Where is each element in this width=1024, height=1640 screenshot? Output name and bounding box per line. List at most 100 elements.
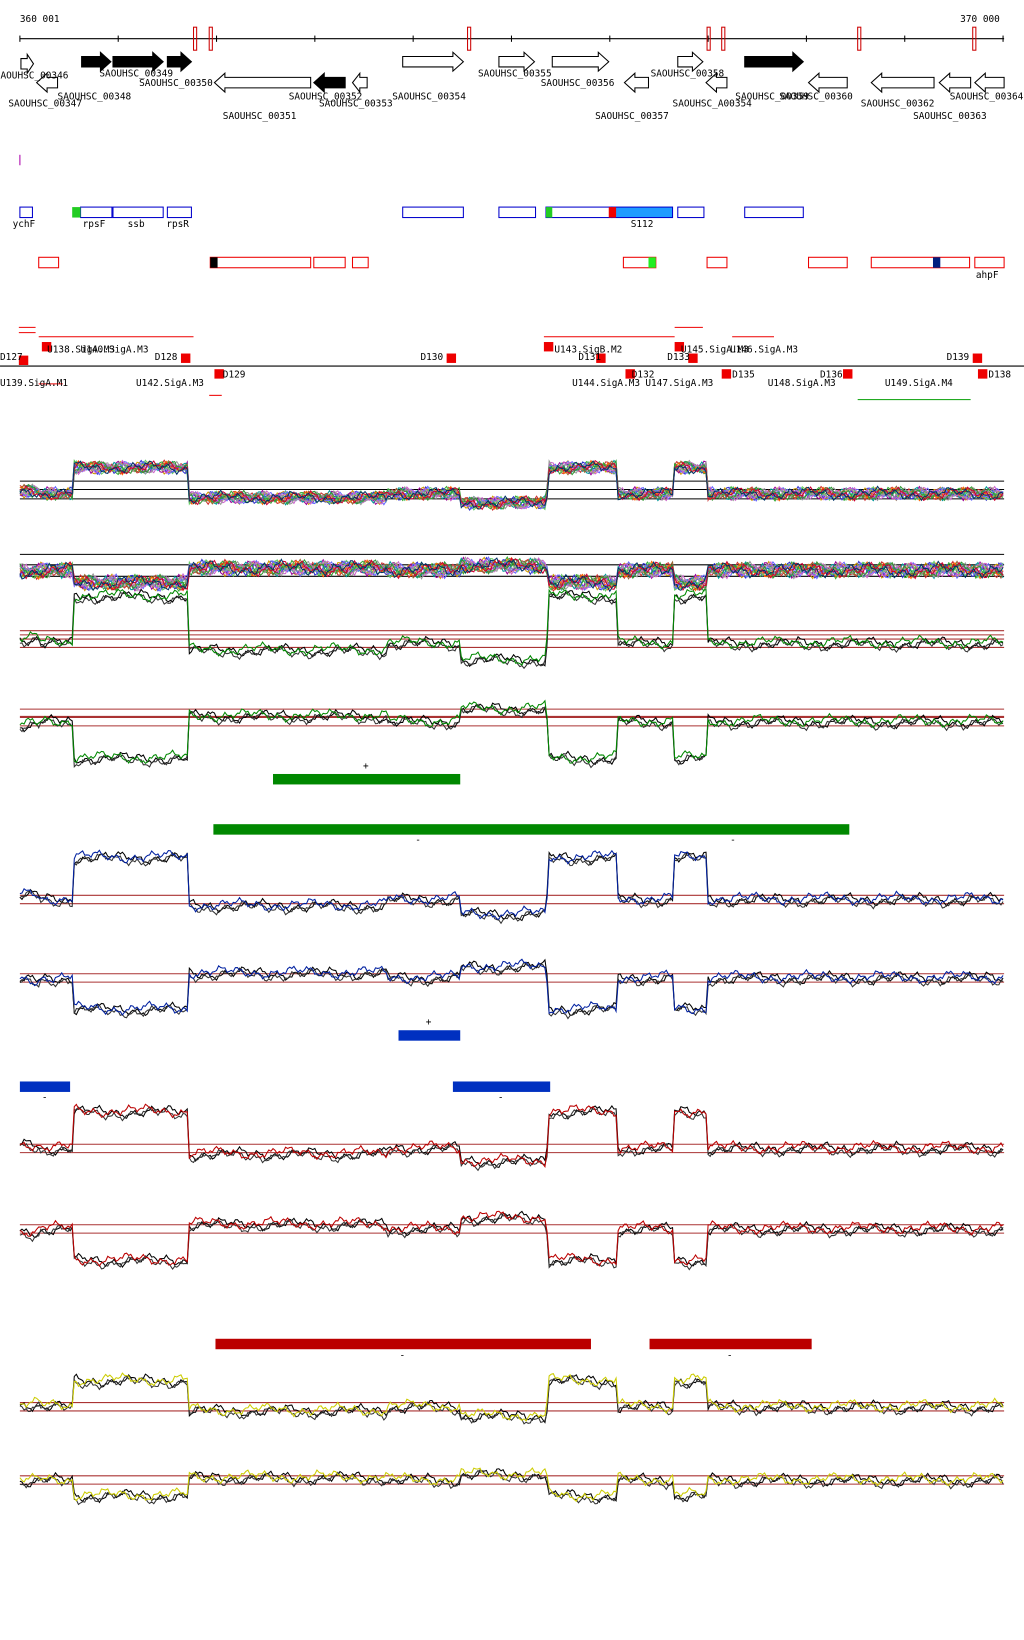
- gene-arrow: [81, 51, 112, 73]
- gene-label: SAOUHSC_00349: [99, 68, 173, 79]
- gene-arrow: [551, 51, 610, 73]
- strand-marker: +: [426, 1017, 432, 1028]
- site-mark: [843, 369, 853, 379]
- gene-arrow: [402, 51, 465, 73]
- region-bar: [215, 1338, 591, 1350]
- signal-trace: [19, 958, 1004, 1016]
- signal-trace: [19, 588, 1004, 668]
- region-bar: [19, 1081, 71, 1092]
- gene-arrow: [938, 72, 972, 94]
- gene-label: SAOUHSC_00347: [8, 99, 82, 110]
- operon-fill: [210, 257, 218, 268]
- feature-label: ychF: [13, 219, 36, 230]
- signal-trace: [19, 1212, 1004, 1271]
- site-label: D133: [667, 352, 690, 363]
- operon-box: [807, 256, 848, 269]
- gene-arrow: [112, 51, 164, 73]
- gene-label: SAOUHSC_00360: [779, 91, 853, 102]
- region-bar: [452, 1081, 551, 1092]
- site-mark: [446, 353, 457, 363]
- signal-trace: [19, 1372, 1004, 1422]
- gene-label: SAOUHSC_00357: [595, 111, 669, 122]
- feature-label: ahpF: [976, 270, 999, 281]
- site-mark: [972, 353, 983, 363]
- operon-box: [870, 256, 971, 269]
- gene-arrow: [498, 51, 536, 73]
- operon-box: [974, 256, 1005, 269]
- strand-marker: -: [498, 1092, 504, 1103]
- feature-fill: [611, 206, 674, 219]
- site-label: U140.SigA.M3: [81, 344, 149, 355]
- signal-trace: [19, 556, 1004, 592]
- site-label: D135: [732, 370, 755, 381]
- operon-fill: [932, 257, 941, 268]
- site-label: D130: [420, 352, 443, 363]
- site-label: U139.SigA.M1: [0, 378, 68, 389]
- site-mark: [688, 353, 698, 363]
- site-label: U148.SigA.M3: [768, 378, 836, 389]
- site-label: D129: [223, 370, 246, 381]
- gene-arrow: [166, 51, 193, 73]
- signal-trace: [19, 460, 1004, 510]
- feature-box: [80, 206, 113, 219]
- gene-arrow: [677, 51, 704, 73]
- signal-trace: [19, 1467, 1004, 1503]
- gene-arrow: [705, 72, 728, 94]
- feature-label: rpsF: [83, 219, 106, 230]
- gene-label: SAOUHSC_00348: [58, 91, 132, 102]
- feature-box: [744, 206, 804, 219]
- feature-fill: [545, 207, 553, 218]
- gene-label: SAOUHSC_00352: [289, 91, 363, 102]
- feature-fill: [608, 207, 617, 218]
- gene-arrow: [20, 52, 35, 75]
- feature-box: [19, 206, 33, 219]
- strand-marker: -: [730, 835, 736, 846]
- site-mark: [543, 342, 554, 352]
- gene-arrow: [744, 51, 805, 73]
- region-bar: [649, 1338, 812, 1350]
- ruler-mark: [706, 26, 711, 51]
- signal-trace: [19, 459, 1004, 510]
- gene-label: SAOUHSC_00359: [735, 91, 809, 102]
- operon-box: [351, 256, 369, 269]
- signal-trace: [19, 588, 1004, 666]
- ruler-end: 370 000: [960, 14, 1000, 25]
- region-bar: [273, 773, 461, 785]
- site-mark: [977, 369, 988, 379]
- gene-arrow: [623, 72, 650, 94]
- gene-arrow: [35, 72, 59, 94]
- gene-label: SAOUHSC_00358: [651, 68, 725, 79]
- strand-marker: +: [363, 761, 369, 772]
- ruler-mark: [208, 26, 213, 51]
- region-bar: [398, 1030, 461, 1041]
- gene-label: SAOUHSC_00355: [478, 68, 552, 79]
- feature-label: rpsR: [166, 219, 189, 230]
- feature-box: [498, 206, 537, 219]
- signal-trace: [19, 699, 1004, 765]
- gene-label: SAOUHSC_A00354: [673, 99, 753, 110]
- feature-box: [545, 206, 613, 219]
- signal-trace: [19, 851, 1004, 925]
- signal-trace: [19, 851, 1004, 922]
- signal-trace: [19, 1210, 1004, 1267]
- gene-arrow: [807, 72, 848, 94]
- site-label: U147.SigA.M3: [645, 378, 713, 389]
- signal-trace: [19, 557, 1004, 593]
- site-label: U144.SigA.M3: [572, 378, 640, 389]
- region-bar: [213, 824, 850, 835]
- ruler-mark: [467, 26, 472, 51]
- gene-label: SAOUHSC_00350: [139, 78, 213, 89]
- operon-box: [706, 256, 728, 269]
- signal-trace: [19, 556, 1004, 592]
- gene-arrow: [313, 72, 346, 94]
- signal-trace: [19, 1375, 1004, 1425]
- feature-box: [402, 206, 464, 219]
- site-label: U138.SigA.M3: [47, 344, 115, 355]
- gene-label: SAOUHSC_00364: [950, 91, 1024, 102]
- site-label: U145.SigA.M3: [681, 344, 749, 355]
- site-label: D131: [578, 352, 601, 363]
- gene-label: SAOUHSC_00351: [223, 111, 297, 122]
- gene-label: SAOUHSC_00353: [319, 99, 393, 110]
